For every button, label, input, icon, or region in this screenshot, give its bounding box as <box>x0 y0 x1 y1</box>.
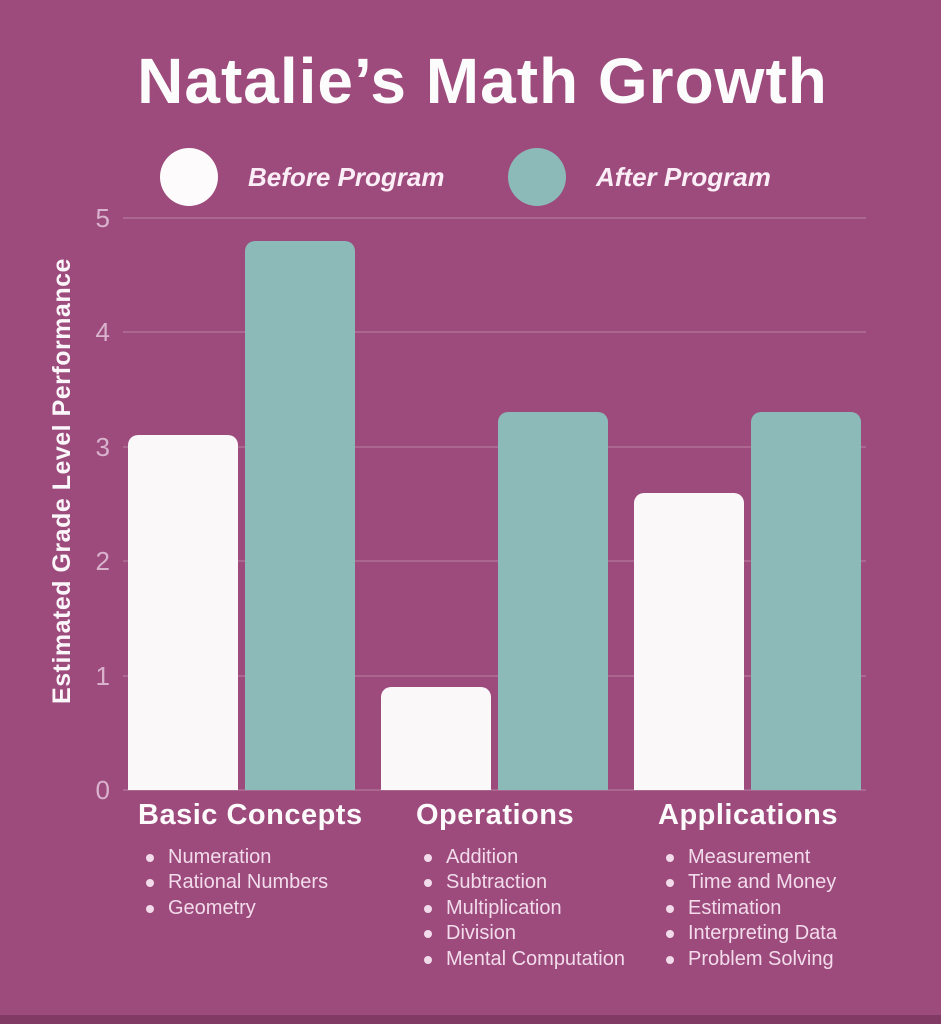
bar-after-program-operations <box>498 412 608 790</box>
operations-topic-list: Addition Subtraction Multiplication Divisio… <box>416 845 686 972</box>
category-column-basic-concepts: Basic Concepts Numeration Rational Number… <box>138 799 408 921</box>
gridline-1 <box>123 674 866 677</box>
bar-before-program-basic-concepts <box>128 435 238 790</box>
category-label-operations: Operations <box>416 799 575 831</box>
topic-item-measurement: Measurement <box>664 845 928 870</box>
gridline-0 <box>123 789 866 791</box>
y-tick-1: 1 <box>95 660 110 691</box>
topic-item-time-and-money: Time and Money <box>664 870 928 895</box>
y-tick-0: 0 <box>95 775 110 805</box>
topic-item-estimation: Estimation <box>664 896 928 921</box>
basic-concepts-topic-list: Numeration Rational Numbers Geometry <box>138 845 408 921</box>
category-label-applications: Applications <box>658 799 839 831</box>
bar-before-program-applications <box>634 492 744 790</box>
gridline-2 <box>123 560 866 563</box>
gridline-5 <box>123 217 866 219</box>
topic-item-subtraction: Subtraction <box>422 870 686 895</box>
topic-item-addition: Addition <box>422 845 686 870</box>
after-program-swatch-icon <box>508 148 566 206</box>
y-tick-3: 3 <box>95 431 110 462</box>
before-program-swatch-icon <box>160 148 218 206</box>
topic-item-problem-solving: Problem Solving <box>664 947 928 972</box>
bar-chart-plot-area <box>123 217 866 791</box>
y-tick-5: 5 <box>95 203 110 233</box>
bar-after-program-applications <box>751 412 861 790</box>
topic-item-interpreting-data: Interpreting Data <box>664 921 928 946</box>
y-tick-4: 4 <box>95 317 110 348</box>
category-column-applications: Applications Measurement Time and Money Es… <box>658 799 928 972</box>
category-column-operations: Operations Addition Subtraction Multiplica… <box>416 799 686 972</box>
bottom-edge-shade <box>0 1015 941 1024</box>
legend-label-after-program: After Program <box>596 162 771 192</box>
topic-item-numeration: Numeration <box>144 845 408 870</box>
page-title: Natalie’s Math Growth <box>137 45 828 117</box>
bar-after-program-basic-concepts <box>245 240 355 790</box>
gridline-4 <box>123 331 866 334</box>
bar-before-program-operations <box>381 687 491 790</box>
y-axis-title: Estimated Grade Level Performance <box>48 258 76 704</box>
topic-item-division: Division <box>422 921 686 946</box>
y-tick-2: 2 <box>95 546 110 577</box>
legend-label-before-program: Before Program <box>248 162 445 192</box>
topic-item-multiplication: Multiplication <box>422 896 686 921</box>
applications-topic-list: Measurement Time and Money Estimation Inter… <box>658 845 928 972</box>
category-label-basic-concepts: Basic Concepts <box>138 799 363 831</box>
topic-item-rational-numbers: Rational Numbers <box>144 870 408 895</box>
gridline-3 <box>123 445 866 448</box>
topic-item-mental-computation: Mental Computation <box>422 947 686 972</box>
topic-item-geometry: Geometry <box>144 896 408 921</box>
